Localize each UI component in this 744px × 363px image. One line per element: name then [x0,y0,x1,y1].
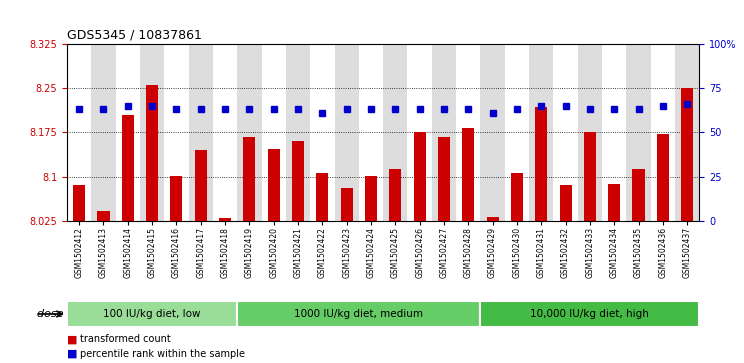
Text: ■: ■ [67,334,77,344]
Bar [438,136,450,221]
Text: 1000 IU/kg diet, medium: 1000 IU/kg diet, medium [295,309,423,319]
Bar [164,44,188,221]
Bar [681,88,693,221]
Text: ■: ■ [67,349,77,359]
Bar [237,301,481,327]
Bar [389,169,402,221]
Bar [219,218,231,221]
Bar [310,44,335,221]
Bar [359,44,383,221]
Bar [578,44,602,221]
Bar [237,44,262,221]
Bar [170,176,182,221]
Bar [97,211,109,221]
Text: GDS5345 / 10837861: GDS5345 / 10837861 [67,28,202,41]
Bar [292,142,304,221]
Bar [626,44,651,221]
Bar [140,44,164,221]
Bar [383,44,408,221]
Bar [414,132,426,221]
Text: percentile rank within the sample: percentile rank within the sample [80,349,246,359]
Bar [268,148,280,221]
Bar [335,44,359,221]
Bar [456,44,481,221]
Bar [286,44,310,221]
Bar [243,136,255,221]
Bar [67,44,92,221]
Bar [675,44,699,221]
Bar [462,129,475,221]
Bar [432,44,456,221]
Bar [67,301,237,327]
Bar [115,44,140,221]
Text: 100 IU/kg diet, low: 100 IU/kg diet, low [103,309,201,319]
Bar [481,301,699,327]
Bar [365,176,377,221]
Bar [608,184,620,221]
Bar [535,107,548,221]
Bar [584,132,596,221]
Bar [146,85,158,221]
Bar [92,44,115,221]
Bar [262,44,286,221]
Bar [188,44,213,221]
Bar [529,44,554,221]
Bar [408,44,432,221]
Bar [632,169,644,221]
Bar [511,173,523,221]
Bar [73,185,86,221]
Text: dose: dose [37,309,67,319]
Text: 10,000 IU/kg diet, high: 10,000 IU/kg diet, high [530,309,650,319]
Bar [122,115,134,221]
Bar [316,173,328,221]
Bar [504,44,529,221]
Bar [481,44,504,221]
Bar [487,217,498,221]
Bar [651,44,675,221]
Bar [657,134,669,221]
Text: transformed count: transformed count [80,334,171,344]
Bar [195,150,207,221]
Bar [554,44,578,221]
Bar [602,44,626,221]
Bar [213,44,237,221]
Bar [341,188,353,221]
Bar [559,185,571,221]
